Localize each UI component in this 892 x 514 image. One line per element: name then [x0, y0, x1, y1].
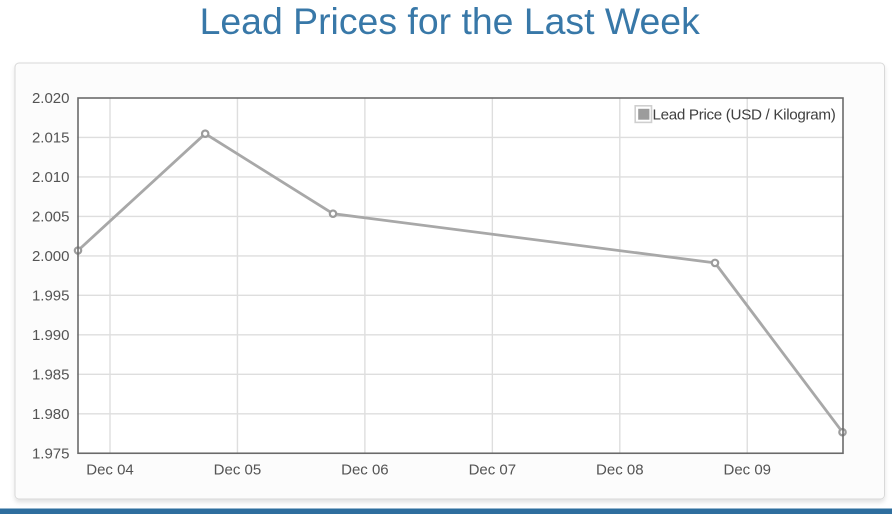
svg-text:Dec 06: Dec 06 [341, 461, 389, 478]
svg-text:1.985: 1.985 [32, 367, 70, 384]
svg-text:Dec 08: Dec 08 [596, 461, 644, 478]
svg-text:2.020: 2.020 [32, 90, 70, 107]
svg-text:Dec 04: Dec 04 [86, 461, 134, 478]
svg-text:2.005: 2.005 [32, 209, 70, 226]
svg-text:Lead Price (USD / Kilogram): Lead Price (USD / Kilogram) [653, 106, 836, 123]
svg-text:2.000: 2.000 [32, 248, 70, 265]
svg-text:Lead Prices for the Last Week: Lead Prices for the Last Week [200, 0, 700, 42]
svg-text:1.975: 1.975 [32, 445, 70, 462]
svg-text:Dec 09: Dec 09 [723, 461, 771, 478]
svg-text:Dec 05: Dec 05 [214, 461, 262, 478]
svg-text:2.015: 2.015 [32, 130, 70, 147]
svg-text:1.990: 1.990 [32, 327, 70, 344]
svg-text:1.995: 1.995 [32, 288, 70, 305]
svg-text:Dec 07: Dec 07 [469, 461, 517, 478]
svg-text:1.980: 1.980 [32, 406, 70, 423]
svg-text:2.010: 2.010 [32, 169, 70, 186]
